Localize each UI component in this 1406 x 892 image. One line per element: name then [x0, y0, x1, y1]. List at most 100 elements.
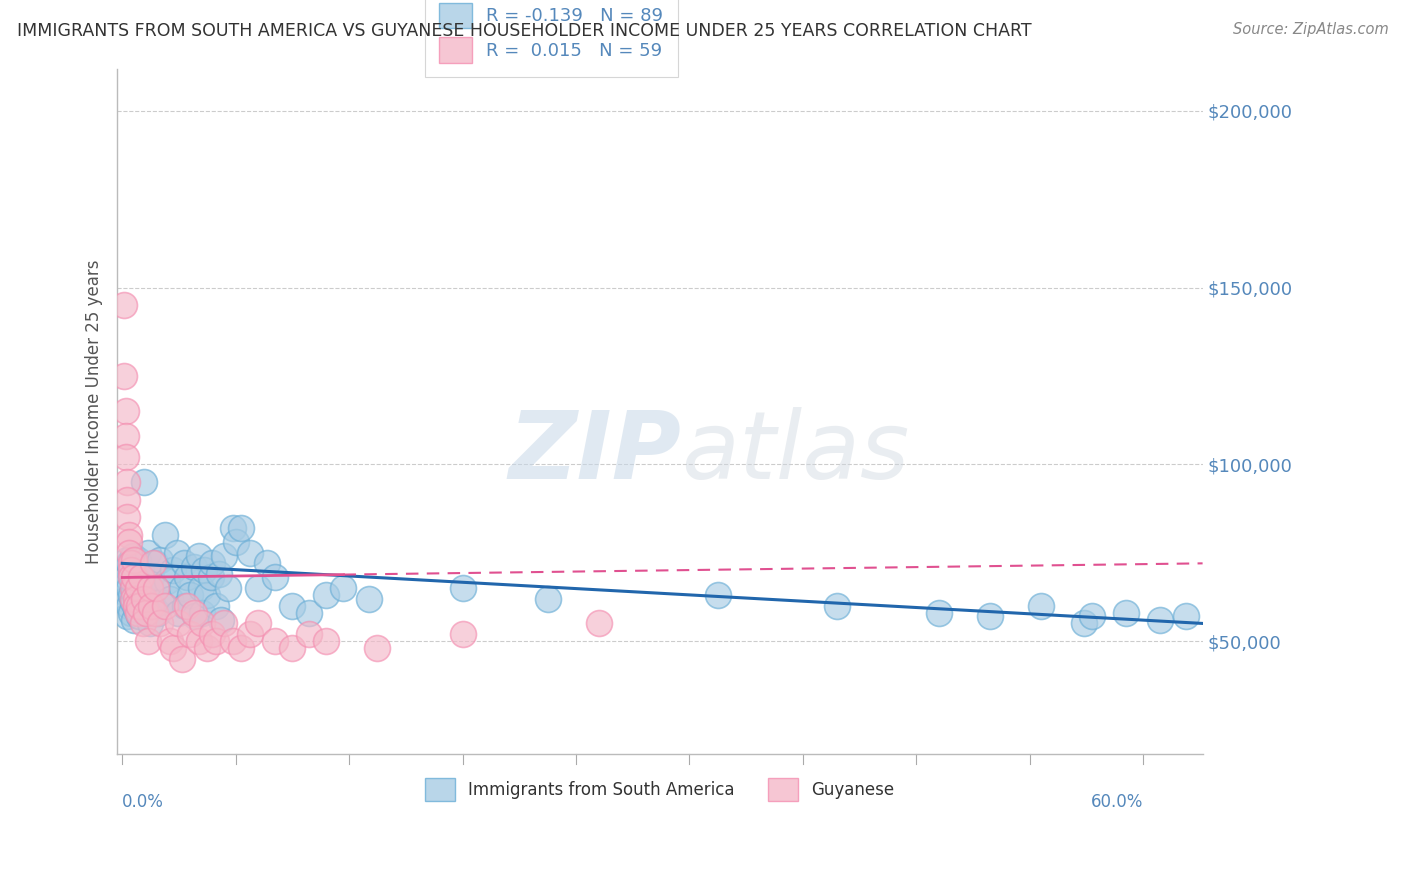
Point	[195, 641, 218, 656]
Point	[121, 591, 143, 606]
Point	[222, 521, 245, 535]
Point	[825, 599, 848, 613]
Point	[231, 641, 253, 656]
Point	[114, 404, 136, 418]
Point	[118, 535, 141, 549]
Point	[1081, 609, 1104, 624]
Point	[247, 581, 270, 595]
Point	[112, 584, 135, 599]
Point	[298, 606, 321, 620]
Point	[179, 627, 201, 641]
Point	[114, 591, 136, 606]
Legend: Immigrants from South America, Guyanese: Immigrants from South America, Guyanese	[412, 764, 908, 814]
Point	[191, 616, 214, 631]
Point	[176, 599, 198, 613]
Text: 0.0%: 0.0%	[122, 793, 165, 811]
Point	[142, 557, 165, 571]
Point	[451, 627, 474, 641]
Point	[134, 475, 156, 489]
Point	[155, 574, 177, 588]
Point	[127, 595, 149, 609]
Point	[143, 557, 166, 571]
Point	[141, 599, 163, 613]
Point	[588, 616, 610, 631]
Point	[128, 599, 150, 613]
Point	[1073, 616, 1095, 631]
Point	[205, 634, 228, 648]
Point	[131, 588, 153, 602]
Point	[256, 557, 278, 571]
Point	[536, 591, 558, 606]
Point	[136, 634, 159, 648]
Point	[176, 570, 198, 584]
Point	[190, 581, 212, 595]
Point	[118, 546, 141, 560]
Point	[125, 602, 148, 616]
Point	[122, 563, 145, 577]
Point	[167, 616, 190, 631]
Point	[706, 588, 728, 602]
Text: ZIP: ZIP	[509, 407, 682, 499]
Point	[117, 553, 139, 567]
Point	[166, 546, 188, 560]
Text: 60.0%: 60.0%	[1091, 793, 1143, 811]
Point	[159, 634, 181, 648]
Point	[153, 528, 176, 542]
Point	[195, 588, 218, 602]
Point	[170, 581, 193, 595]
Point	[122, 613, 145, 627]
Point	[142, 599, 165, 613]
Point	[1174, 609, 1197, 624]
Point	[366, 641, 388, 656]
Point	[173, 557, 195, 571]
Point	[217, 581, 239, 595]
Point	[239, 627, 262, 641]
Point	[117, 510, 139, 524]
Point	[122, 570, 145, 584]
Point	[120, 563, 142, 577]
Point	[120, 606, 142, 620]
Point	[122, 553, 145, 567]
Point	[117, 492, 139, 507]
Point	[214, 549, 236, 564]
Point	[127, 581, 149, 595]
Point	[1115, 606, 1137, 620]
Point	[191, 606, 214, 620]
Point	[225, 535, 247, 549]
Point	[143, 606, 166, 620]
Point	[231, 521, 253, 535]
Point	[134, 574, 156, 588]
Point	[121, 574, 143, 588]
Point	[127, 553, 149, 567]
Point	[332, 581, 354, 595]
Point	[114, 560, 136, 574]
Point	[125, 599, 148, 613]
Point	[281, 641, 304, 656]
Text: Source: ZipAtlas.com: Source: ZipAtlas.com	[1233, 22, 1389, 37]
Point	[128, 609, 150, 624]
Point	[125, 577, 148, 591]
Point	[239, 546, 262, 560]
Point	[149, 553, 172, 567]
Point	[127, 606, 149, 620]
Point	[222, 634, 245, 648]
Point	[118, 581, 141, 595]
Point	[145, 581, 167, 595]
Point	[264, 634, 287, 648]
Point	[121, 549, 143, 564]
Point	[122, 584, 145, 599]
Point	[138, 581, 160, 595]
Point	[125, 591, 148, 606]
Point	[146, 606, 169, 620]
Point	[183, 606, 205, 620]
Point	[138, 616, 160, 631]
Point	[187, 549, 209, 564]
Point	[153, 599, 176, 613]
Point	[145, 581, 167, 595]
Point	[121, 595, 143, 609]
Point	[159, 591, 181, 606]
Point	[118, 599, 141, 613]
Point	[1029, 599, 1052, 613]
Point	[135, 591, 157, 606]
Point	[114, 429, 136, 443]
